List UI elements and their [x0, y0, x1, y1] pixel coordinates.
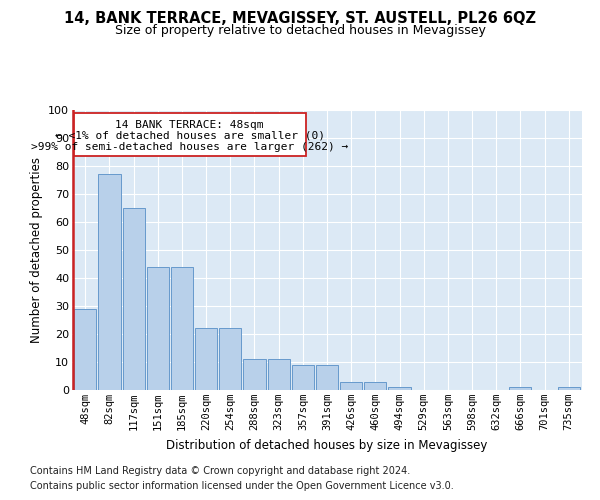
Bar [292, 365, 314, 390]
Bar [244, 359, 266, 390]
Bar [122, 208, 145, 390]
Bar [388, 387, 410, 390]
Bar [195, 328, 217, 390]
Text: Contains HM Land Registry data © Crown copyright and database right 2024.: Contains HM Land Registry data © Crown c… [30, 466, 410, 476]
Bar [171, 267, 193, 390]
Bar [509, 387, 532, 390]
Bar [340, 382, 362, 390]
Bar [268, 359, 290, 390]
Bar [557, 387, 580, 390]
Bar [74, 309, 97, 390]
Bar [316, 365, 338, 390]
Text: Contains public sector information licensed under the Open Government Licence v3: Contains public sector information licen… [30, 481, 454, 491]
Text: Size of property relative to detached houses in Mevagissey: Size of property relative to detached ho… [115, 24, 485, 37]
Text: >99% of semi-detached houses are larger (262) →: >99% of semi-detached houses are larger … [31, 142, 349, 152]
Text: 14 BANK TERRACE: 48sqm: 14 BANK TERRACE: 48sqm [115, 120, 264, 130]
Bar [146, 267, 169, 390]
X-axis label: Distribution of detached houses by size in Mevagissey: Distribution of detached houses by size … [166, 438, 488, 452]
Bar [364, 382, 386, 390]
Bar [219, 328, 241, 390]
Bar [98, 174, 121, 390]
Y-axis label: Number of detached properties: Number of detached properties [29, 157, 43, 343]
Text: 14, BANK TERRACE, MEVAGISSEY, ST. AUSTELL, PL26 6QZ: 14, BANK TERRACE, MEVAGISSEY, ST. AUSTEL… [64, 11, 536, 26]
Bar [74, 113, 306, 156]
Text: ← <1% of detached houses are smaller (0): ← <1% of detached houses are smaller (0) [55, 131, 325, 141]
